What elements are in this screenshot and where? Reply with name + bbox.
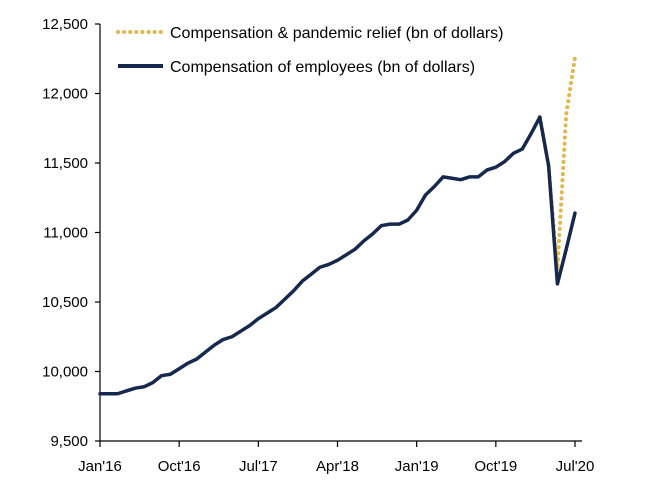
x-tick-label: Jan'19: [395, 458, 439, 475]
axes: [99, 24, 582, 442]
x-tick-label: Jan'16: [78, 458, 122, 475]
x-tick-label: Jul'17: [239, 458, 278, 475]
x-tick-label: Oct'16: [158, 458, 201, 475]
legend-label-compensation: Compensation of employees (bn of dollars…: [170, 59, 475, 76]
series-layer: [98, 55, 577, 396]
legend-label-relief: Compensation & pandemic relief (bn of do…: [170, 25, 504, 42]
x-tick-label: Jul'20: [556, 458, 595, 475]
y-ticks: 12,500 12,000 11,500 11,000 10,500 10,000 9,50…: [42, 16, 100, 450]
x-ticks: Jan'16 Oct'16 Jul'17 Apr'18 Jan'19 Oct'19 Jul'…: [78, 441, 594, 475]
y-tick-label: 11,000: [43, 225, 88, 242]
series-line-compensation: [98, 115, 577, 396]
y-tick-label: 12,000: [42, 86, 88, 103]
y-tick-label: 9,500: [50, 433, 88, 450]
y-tick-label: 10,000: [42, 364, 88, 381]
y-tick-label: 10,500: [42, 294, 88, 311]
x-tick-label: Oct'19: [474, 458, 517, 475]
y-tick-label: 11,500: [43, 155, 88, 172]
legend-item-compensation: Compensation of employees (bn of dollars…: [118, 59, 475, 76]
y-tick-label: 12,500: [42, 16, 88, 33]
x-tick-label: Apr'18: [316, 458, 359, 475]
legend: Compensation & pandemic relief (bn of do…: [116, 25, 504, 76]
legend-item-relief: Compensation & pandemic relief (bn of do…: [116, 25, 504, 42]
